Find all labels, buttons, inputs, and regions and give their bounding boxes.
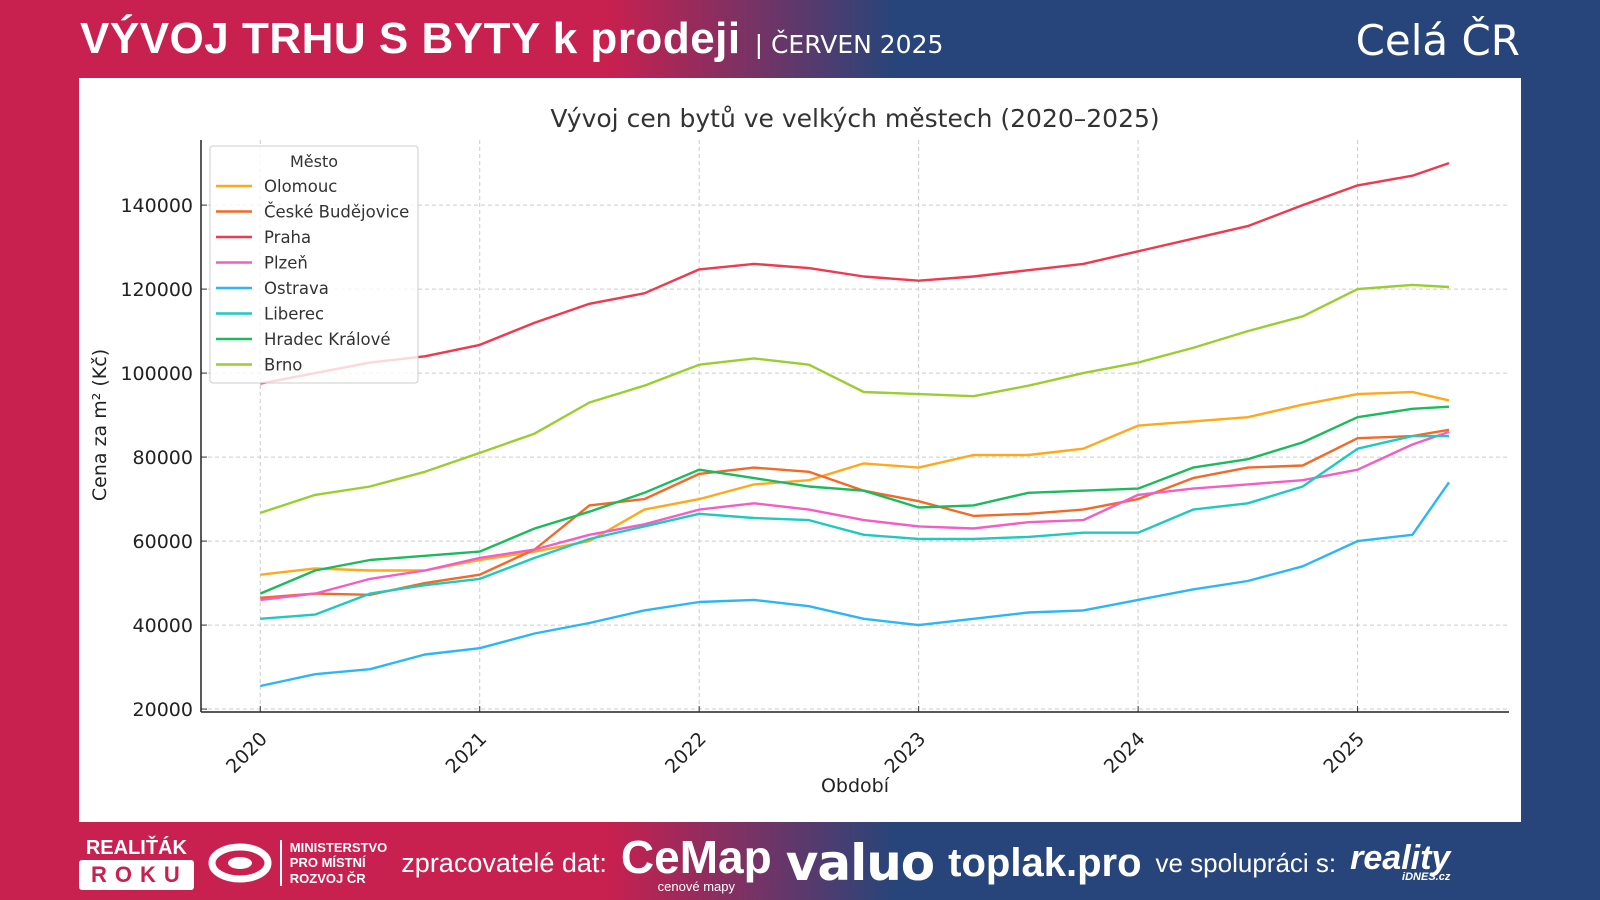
legend-box — [209, 145, 419, 384]
y-tick-label: 20000 — [133, 699, 193, 721]
chart-title: Vývoj cen bytů ve velkých městech (2020–… — [550, 104, 1159, 133]
reality-idnes-logo: reality iDNES.cz — [1350, 838, 1451, 884]
series-line-plzeň — [260, 430, 1450, 602]
legend-label: Liberec — [264, 305, 324, 324]
x-tick-label: 2025 — [1319, 728, 1369, 778]
x-tick-label: 2024 — [1100, 728, 1150, 778]
y-axis-label: Cena za m² (Kč) — [89, 349, 111, 501]
legend-label: Olomouc — [264, 177, 337, 196]
page-title: VÝVOJ TRHU S BYTY k prodeji — [80, 14, 741, 63]
legend-label: Ostrava — [264, 279, 329, 298]
toplak-logo: toplak.pro — [948, 840, 1142, 885]
legend-label: Praha — [264, 228, 311, 247]
series-line-brno — [259, 283, 1450, 515]
series-line-hradec-králové — [259, 405, 1450, 595]
y-tick-label: 60000 — [133, 531, 193, 553]
series-line-praha — [260, 161, 1450, 385]
region-label: Celá ČR — [1355, 16, 1520, 65]
ministry-emblem-icon — [208, 843, 272, 883]
y-tick-label: 40000 — [133, 615, 193, 637]
header: VÝVOJ TRHU S BYTY k prodeji | ČERVEN 202… — [80, 14, 943, 64]
x-tick-label: 2023 — [880, 728, 930, 778]
y-tick-label: 120000 — [120, 279, 193, 301]
x-axis-label: Období — [821, 775, 890, 797]
legend-label: Hradec Králové — [264, 330, 391, 349]
legend-label: Plzeň — [264, 254, 308, 273]
y-tick-label: 140000 — [120, 195, 193, 217]
footer: REALIŤÁK ROKU MINISTERSTVO PRO MÍSTNÍ ROZVO… — [79, 830, 1521, 896]
ministry-logo: MINISTERSTVO PRO MÍSTNÍ ROZVOJ ČR — [208, 839, 387, 887]
legend-label: České Budějovice — [264, 203, 409, 222]
legend-label: Brno — [264, 356, 302, 375]
series-line-ostrava — [260, 481, 1450, 688]
x-tick-label: 2022 — [661, 728, 711, 778]
x-tick-label: 2020 — [222, 728, 272, 778]
y-tick-label: 100000 — [120, 363, 193, 385]
cooperation-label: ve spolupráci s: — [1155, 847, 1337, 878]
series-line-české-budějovice — [260, 428, 1450, 599]
page-subtitle: | ČERVEN 2025 — [754, 30, 944, 59]
cemap-logo: CeMap cenové mapy — [620, 830, 772, 894]
series-line-olomouc — [260, 390, 1450, 576]
legend-title: Město — [290, 152, 338, 171]
valuo-logo: valuo — [785, 834, 935, 892]
series-line-liberec — [260, 434, 1449, 620]
x-tick-label: 2021 — [442, 728, 492, 778]
realitak-roku-logo: REALIŤÁK ROKU — [79, 837, 194, 890]
y-tick-label: 80000 — [133, 447, 193, 469]
processors-label: zpracovatelé dat: — [401, 847, 607, 878]
